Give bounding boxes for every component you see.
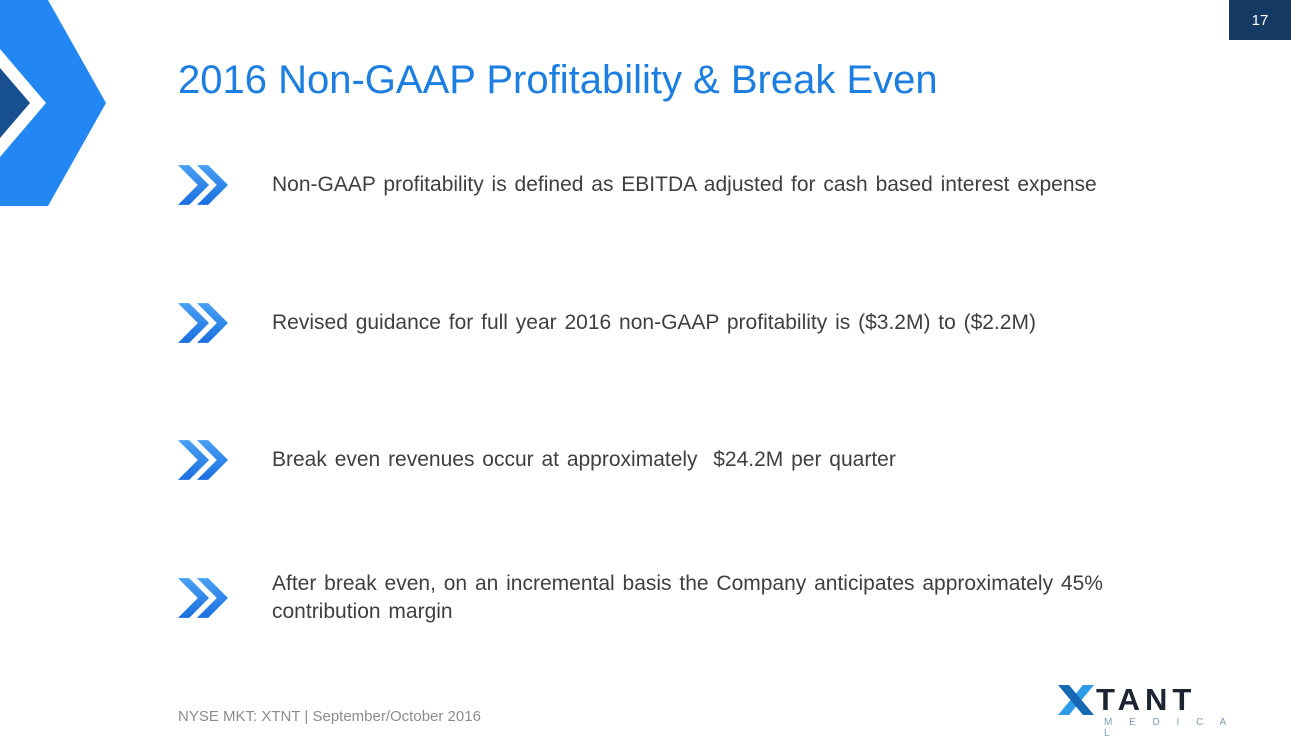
company-logo: TANT M E D I C A L	[1058, 684, 1238, 738]
double-chevron-icon	[178, 165, 228, 205]
double-chevron-icon	[178, 577, 228, 618]
double-chevron-icon	[178, 303, 228, 343]
double-chevron-icon	[178, 440, 228, 480]
corner-chevron-icon	[0, 0, 106, 206]
bullet-text: Revised guidance for full year 2016 non-…	[272, 311, 1036, 335]
bullet-item: Break even revenues occur at approximate…	[178, 437, 1177, 483]
logo-x-icon	[1058, 684, 1094, 715]
bullet-item: Non-GAAP profitability is defined as EBI…	[178, 162, 1177, 208]
page-number: 17	[1251, 11, 1269, 29]
logo-wordmark: TANT	[1096, 682, 1197, 717]
slide-title: 2016 Non-GAAP Profitability & Break Even	[178, 58, 938, 102]
logo-subtitle: M E D I C A L	[1104, 717, 1233, 738]
bullet-text: Break even revenues occur at approximate…	[272, 448, 896, 472]
bullet-text: Non-GAAP profitability is defined as EBI…	[272, 173, 1097, 197]
bullet-item: Revised guidance for full year 2016 non-…	[178, 300, 1177, 346]
page-number-badge: 17	[1229, 0, 1291, 40]
footer-ticker-date: NYSE MKT: XTNT | September/October 2016	[178, 708, 481, 725]
bullet-text: After break even, on an incremental basi…	[272, 572, 1111, 623]
bullet-item: After break even, on an incremental basi…	[178, 570, 1177, 625]
